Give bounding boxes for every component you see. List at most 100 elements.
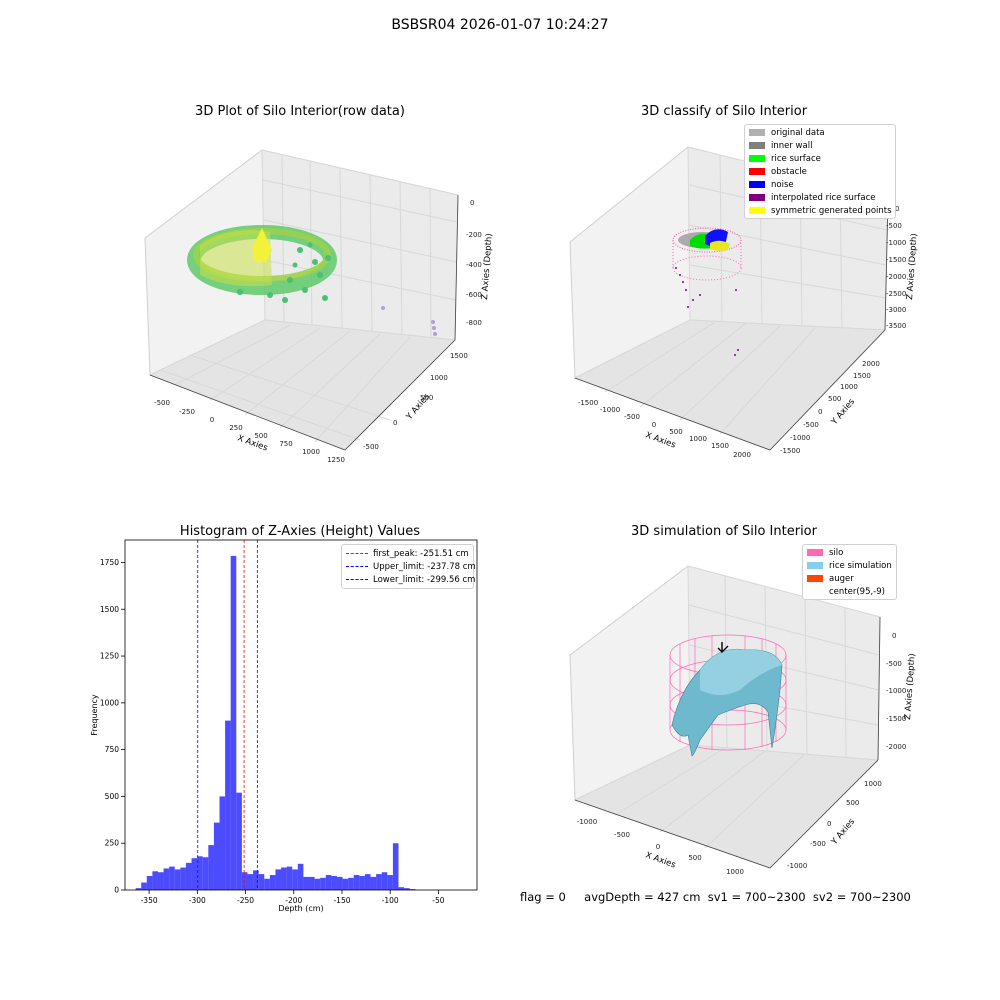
histogram-bar [370, 876, 377, 890]
svg-text:1000: 1000 [689, 435, 707, 443]
svg-text:500: 500 [669, 428, 682, 436]
classify-legend: original data inner wall rice surface ob… [744, 124, 896, 219]
y-tick-label: 1000 [100, 698, 119, 707]
histogram-legend: first_peak: -251.51 cm Upper_limit: -237… [341, 544, 476, 589]
svg-text:-1500: -1500 [886, 715, 906, 723]
svg-text:1000: 1000 [864, 780, 882, 788]
x-tick-label: -350 [141, 896, 158, 905]
svg-text:500: 500 [254, 432, 267, 440]
svg-text:-1500: -1500 [886, 256, 906, 264]
svg-text:-500: -500 [810, 840, 826, 848]
histogram-bar [185, 862, 192, 890]
histogram-bar [163, 868, 170, 890]
svg-text:0: 0 [818, 408, 822, 416]
histogram-bar [241, 872, 248, 890]
legend-item-rice-surface: rice surface [745, 152, 895, 165]
svg-text:1000: 1000 [840, 383, 858, 391]
svg-text:1000: 1000 [430, 374, 448, 382]
svg-text:0: 0 [393, 419, 397, 427]
svg-text:-1000: -1000 [577, 818, 597, 826]
svg-text:-1000: -1000 [790, 434, 810, 442]
histogram-bar [359, 875, 365, 890]
histogram-bar [325, 875, 332, 890]
legend-item-auger: auger [803, 572, 896, 585]
svg-text:0: 0 [652, 421, 656, 429]
histogram-bar [292, 869, 298, 890]
svg-text:-1000: -1000 [886, 239, 906, 247]
legend-item-lower-limit: Lower_limit: -299.56 cm [342, 573, 475, 586]
legend-item-original-data: original data [745, 126, 895, 139]
svg-text:0: 0 [892, 632, 896, 640]
classify-panel-title: 3D classify of Silo Interior [640, 104, 808, 119]
y-tick-label: 250 [105, 839, 120, 848]
histogram-bar [398, 887, 405, 890]
histogram-bar [157, 872, 164, 890]
histogram-bar [309, 876, 315, 890]
x-tick-label: -100 [382, 896, 399, 905]
x-tick-label: -300 [189, 896, 206, 905]
histogram-bar [336, 876, 343, 890]
histogram-bar [202, 857, 209, 890]
histogram-bar [258, 874, 265, 890]
svg-text:250: 250 [229, 424, 242, 432]
svg-text:2000: 2000 [862, 360, 880, 368]
histogram-frame [124, 539, 478, 891]
histogram-ylabel: Frequency [90, 694, 99, 736]
svg-text:1000: 1000 [726, 868, 744, 875]
histogram-bar [152, 871, 158, 890]
histogram-bar [404, 888, 410, 890]
figure-suptitle: BSBSR04 2026-01-07 10:24:27 [391, 17, 609, 33]
legend-item-silo: silo [803, 546, 896, 559]
svg-text:-1000: -1000 [787, 862, 807, 870]
raw-panel-title: 3D Plot of Silo Interior(row data) [195, 104, 405, 119]
histogram-bar [381, 872, 388, 890]
histogram-bar [331, 875, 337, 890]
svg-text:500: 500 [420, 394, 433, 402]
histogram-bar [387, 875, 393, 890]
x-tick-label: -250 [237, 896, 254, 905]
histogram-bar [269, 875, 276, 890]
svg-text:-500: -500 [614, 831, 630, 839]
simulation-3d-plot: -1000 -500 0 500 1000 -1000 -500 0 500 1… [569, 565, 918, 875]
y-tick-label: 500 [105, 792, 120, 801]
svg-text:2000: 2000 [733, 451, 751, 459]
svg-text:0: 0 [827, 820, 831, 828]
y-tick-label: 750 [105, 745, 120, 754]
legend-item-center: center(95,-9) [803, 585, 896, 598]
histogram-bar [236, 792, 242, 890]
histogram-bar [297, 863, 304, 890]
svg-text:-500: -500 [886, 222, 902, 230]
svg-text:-500: -500 [154, 399, 170, 407]
svg-text:-2500: -2500 [886, 290, 906, 298]
svg-text:-1000: -1000 [886, 687, 906, 695]
svg-text:-1000: -1000 [600, 406, 620, 414]
histogram-bar [286, 866, 293, 890]
x-tick-label: -150 [333, 896, 350, 905]
svg-text:Y Axies: Y Axies [829, 817, 857, 848]
histogram-bar [314, 878, 321, 890]
svg-text:-600: -600 [466, 291, 482, 299]
histogram-bar [174, 869, 181, 890]
svg-text:X Axies: X Axies [644, 850, 677, 870]
simulation-legend: silo rice simulation auger center(95,-9) [802, 544, 897, 600]
y-tick-label: 1250 [100, 652, 119, 661]
classify-point-cloud [672, 227, 742, 356]
histogram-bar [342, 878, 349, 890]
svg-text:0: 0 [895, 205, 899, 213]
svg-text:Z Axies (Depth): Z Axies (Depth) [480, 233, 495, 300]
histogram-chart: -350 -300 -250 -200 -150 -100 -50 0 250 500 750 10… [90, 539, 478, 913]
y-tick-label: 1750 [100, 558, 119, 567]
svg-text:500: 500 [846, 799, 859, 807]
svg-text:Z Axies (Depth): Z Axies (Depth) [903, 653, 918, 720]
histogram-bar [247, 874, 254, 890]
footer-stats: flag = 0 avgDepth = 427 cm sv1 = 700~230… [520, 890, 911, 904]
y-tick-label: 1500 [100, 605, 119, 614]
svg-text:0: 0 [470, 199, 474, 207]
svg-text:-2000: -2000 [886, 273, 906, 281]
histogram-bar [230, 555, 237, 890]
legend-item-inner-wall: inner wall [745, 139, 895, 152]
svg-text:-2000: -2000 [886, 743, 906, 751]
histogram-bar [409, 889, 416, 890]
histogram-bar [392, 843, 399, 890]
svg-text:-500: -500 [886, 660, 902, 668]
